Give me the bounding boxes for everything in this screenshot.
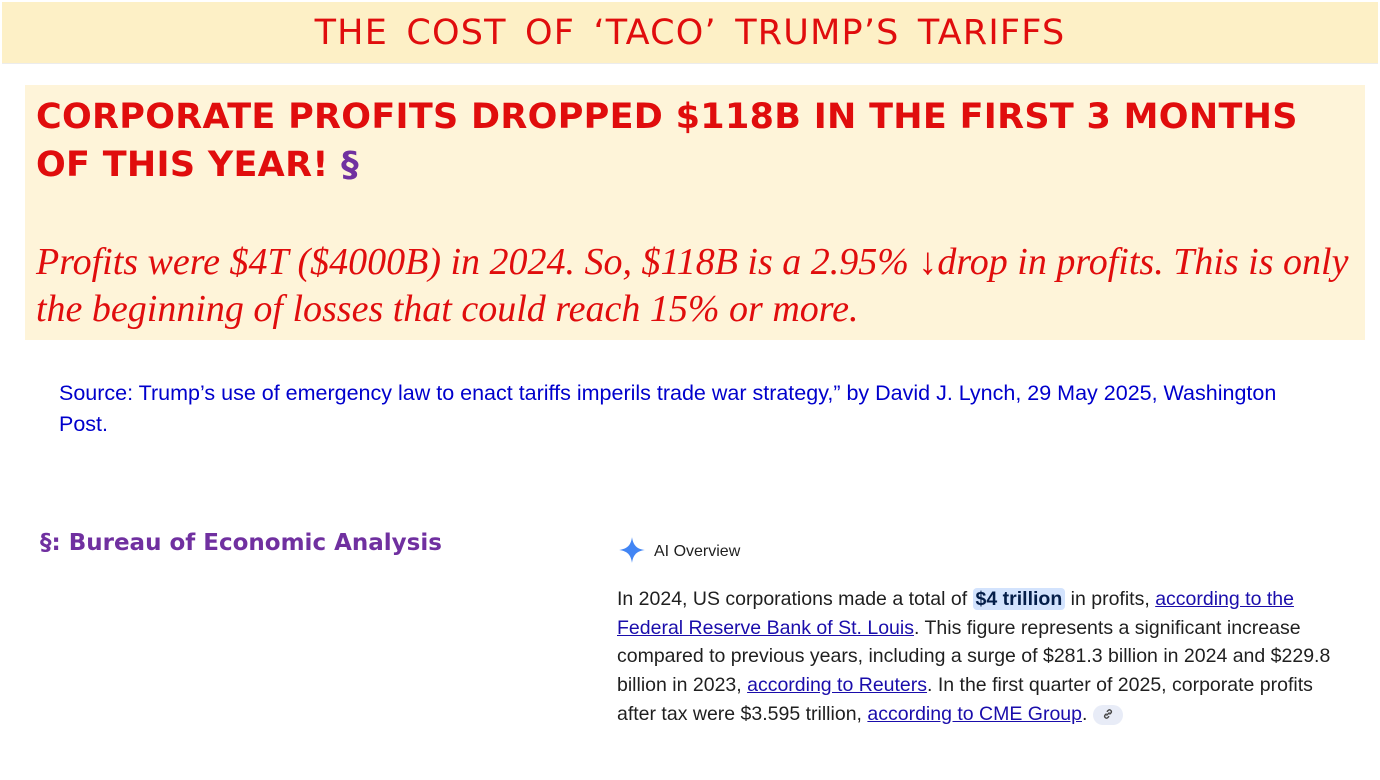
page-title: THE COST OF ‘TACO’ TRUMP’S TARIFFS [314, 12, 1066, 53]
ai-overview-header: AI Overview [618, 536, 741, 569]
ai-text-2: in profits, [1065, 588, 1156, 610]
ai-text-3: . This figure represents a significant i… [617, 616, 1331, 697]
link-federal-reserve[interactable]: according to the Federal Reserve Bank of… [617, 588, 1294, 639]
ai-overview-label: AI Overview [654, 543, 741, 560]
link-icon [1102, 700, 1114, 729]
ai-overview-body: In 2024, US corporations made a total of… [617, 585, 1357, 729]
ai-text-4: . In the first quarter of 2025, corporat… [617, 674, 1313, 725]
sparkle-icon [618, 536, 646, 569]
italic-note: Profits were $4T ($4000B) in 2024. So, $… [36, 241, 1349, 330]
link-reuters[interactable]: according to Reuters [747, 674, 928, 697]
footnote-bea: §: Bureau of Economic Analysis [40, 530, 442, 556]
ai-text-1: In 2024, US corporations made a total of [617, 588, 973, 610]
headline: CORPORATE PROFITS DROPPED $118B IN THE F… [36, 93, 1356, 189]
title-bar: THE COST OF ‘TACO’ TRUMP’S TARIFFS [2, 2, 1378, 64]
ai-highlight: $4 trillion [972, 588, 1066, 610]
source-citation: Source: Trump’s use of emergency law to … [59, 381, 1277, 436]
link-chip-button[interactable] [1093, 704, 1124, 725]
headline-text: CORPORATE PROFITS DROPPED $118B IN THE F… [36, 97, 1298, 185]
section-marker: § [341, 145, 359, 185]
link-cme-group[interactable]: according to CME Group [867, 702, 1082, 725]
highlight-box [25, 85, 1365, 340]
ai-text-5: . [1082, 702, 1088, 725]
